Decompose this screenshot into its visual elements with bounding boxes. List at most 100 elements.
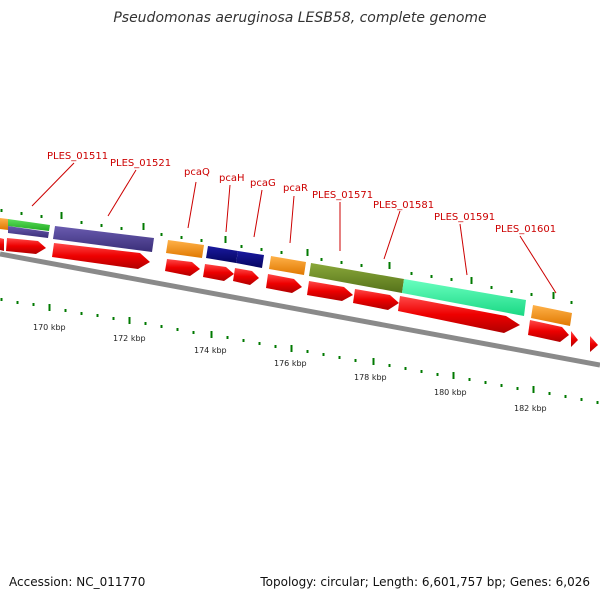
tick-mark: [192, 331, 195, 334]
gene-label-pcag: pcaG: [250, 178, 276, 189]
tick-mark: [516, 387, 519, 390]
cds-arrow: [266, 274, 302, 293]
tick-mark: [260, 248, 263, 251]
kbp-label-172: 172 kbp: [113, 334, 146, 343]
gene-label-ples-01581: PLES_01581: [373, 200, 434, 211]
tick-mark: [16, 301, 19, 304]
tick-mark: [552, 292, 555, 299]
tick-mark: [112, 317, 115, 320]
tick-mark: [176, 328, 179, 331]
leader-line: [107, 169, 137, 217]
cds-arrow: [203, 264, 234, 281]
genome-backbone: [0, 251, 600, 368]
kbp-label-176: 176 kbp: [274, 359, 307, 368]
kbp-label-182: 182 kbp: [514, 404, 547, 413]
tick-mark: [0, 298, 3, 301]
gene-box-mint: [402, 279, 526, 316]
tick-mark: [484, 381, 487, 384]
gene-label-pcaq: pcaQ: [184, 167, 210, 178]
map-title: Pseudomonas aeruginosa LESB58, complete …: [113, 10, 487, 26]
leader-line: [225, 184, 231, 233]
tick-mark: [258, 342, 261, 345]
gene-box-purple: [8, 226, 49, 238]
tick-mark: [224, 236, 227, 243]
tick-mark: [410, 272, 413, 275]
accession-text: Accession: NC_011770: [9, 575, 146, 589]
tick-mark: [340, 261, 343, 264]
tick-mark: [430, 275, 433, 278]
tick-mark: [404, 367, 407, 370]
tick-mark: [32, 303, 35, 306]
tick-mark: [80, 312, 83, 315]
tick-mark: [354, 359, 357, 362]
cds-arrow: [307, 281, 353, 301]
tick-mark: [274, 345, 277, 348]
cds-arrow: [571, 331, 578, 347]
tick-mark: [452, 372, 455, 379]
tick-mark: [500, 384, 503, 387]
genome-stats-text: Topology: circular; Length: 6,601,757 bp…: [260, 575, 590, 589]
cds-arrow: [590, 336, 598, 352]
cds-arrow: [528, 320, 569, 342]
tick-mark: [200, 239, 203, 242]
cds-arrow: [165, 259, 200, 276]
gene-box-orange: [0, 218, 8, 230]
kbp-label-174: 174 kbp: [194, 346, 227, 355]
tick-mark: [160, 325, 163, 328]
tick-mark: [360, 264, 363, 267]
cds-arrow: [233, 268, 259, 285]
tick-mark: [372, 358, 375, 365]
gene-box-green: [8, 219, 50, 231]
cds-arrow: [398, 296, 520, 333]
tick-mark: [280, 251, 283, 254]
tick-mark: [80, 221, 83, 224]
tick-mark: [180, 236, 183, 239]
leader-lines: [31, 162, 557, 294]
gene-label-pcah: pcaH: [219, 173, 245, 184]
tick-mark: [160, 233, 163, 236]
gene-box-navy: [206, 246, 238, 263]
tick-mark: [242, 339, 245, 342]
tick-mark: [596, 401, 599, 404]
tick-mark: [420, 370, 423, 373]
tick-mark: [20, 212, 23, 215]
kbp-label-170: 170 kbp: [33, 323, 66, 332]
tick-mark: [450, 278, 453, 281]
tick-mark: [580, 398, 583, 401]
kbp-label-180: 180 kbp: [434, 388, 467, 397]
tick-mark: [100, 224, 103, 227]
gene-label-ples-01521: PLES_01521: [110, 158, 171, 169]
leader-line: [289, 195, 295, 244]
tick-mark: [144, 322, 147, 325]
tick-mark: [338, 356, 341, 359]
cds-lane: [0, 238, 598, 352]
cds-arrow: [52, 243, 150, 269]
tick-mark: [530, 293, 533, 296]
cds-arrow: [353, 289, 399, 310]
gene-label-pcar: pcaR: [283, 183, 308, 194]
tick-mark: [64, 309, 67, 312]
gene-label-ples-01571: PLES_01571: [312, 190, 373, 201]
tick-mark: [128, 317, 131, 324]
cds-arrow: [0, 238, 4, 251]
tick-mark: [290, 345, 293, 352]
tick-mark: [510, 290, 513, 293]
leader-line: [187, 181, 197, 229]
gene-labels: PLES_01511 PLES_01521 pcaQ pcaH pcaG pca…: [47, 151, 556, 235]
tick-mark: [388, 364, 391, 367]
tick-mark: [210, 331, 213, 338]
tick-mark: [570, 301, 573, 304]
gene-box-orange: [166, 240, 204, 258]
tick-mark: [226, 336, 229, 339]
tick-mark: [468, 378, 471, 381]
kbp-label-178: 178 kbp: [354, 373, 387, 382]
gene-label-ples-01591: PLES_01591: [434, 212, 495, 223]
gene-box-purple: [53, 226, 154, 252]
tick-mark: [388, 262, 391, 269]
cds-arrow: [6, 238, 46, 254]
tick-mark: [60, 212, 63, 219]
tick-mark: [306, 249, 309, 256]
gene-box-olive: [309, 263, 404, 293]
tick-mark: [240, 245, 243, 248]
